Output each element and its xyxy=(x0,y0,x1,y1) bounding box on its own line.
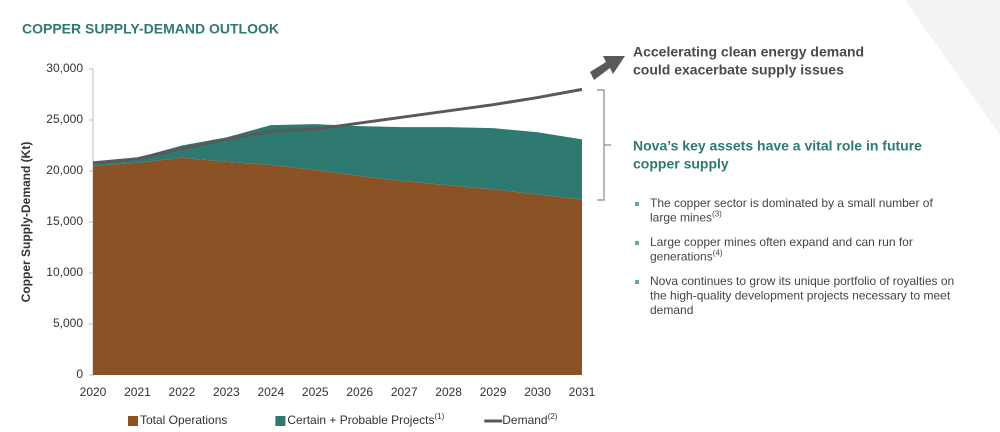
y-tick-label: 20,000 xyxy=(46,163,83,177)
bullet-line: Nova continues to grow its unique portfo… xyxy=(650,274,954,288)
legend-label: Demand(2) xyxy=(502,412,557,427)
bullet-text: demand xyxy=(650,303,693,317)
legend-swatch xyxy=(128,416,138,426)
bullet-line: demand xyxy=(650,303,693,317)
legend-swatch xyxy=(275,416,286,426)
x-tick-label: 2026 xyxy=(346,385,373,399)
area xyxy=(93,157,582,375)
legend-name: Total Operations xyxy=(140,413,227,427)
legend-name: Certain + Probable Projects xyxy=(287,413,434,427)
x-tick-label: 2028 xyxy=(435,385,462,399)
bullet-note: (3) xyxy=(712,210,722,219)
demand-annotation: Accelerating clean energy demand xyxy=(633,44,864,60)
assets-annotation: Nova’s key assets have a vital role in f… xyxy=(633,138,922,154)
y-tick-label: 10,000 xyxy=(46,265,83,279)
bullet-line: Large copper mines often expand and can … xyxy=(650,235,913,249)
legend-label: Certain + Probable Projects(1) xyxy=(287,412,444,427)
x-tick-label: 2020 xyxy=(80,385,107,399)
bullet-marker xyxy=(635,280,639,284)
bullet-text: Large copper mines often expand and can … xyxy=(650,235,913,249)
bullet-line: the high-quality development projects ne… xyxy=(650,289,951,303)
y-tick-label: 15,000 xyxy=(46,214,83,228)
y-axis-label: Copper Supply-Demand (Kt) xyxy=(19,142,33,303)
x-tick-label: 2021 xyxy=(124,385,151,399)
x-tick-label: 2025 xyxy=(302,385,329,399)
bullet-line: large mines xyxy=(650,211,712,225)
bullet-line: The copper sector is dominated by a smal… xyxy=(650,196,933,210)
x-tick-label: 2023 xyxy=(213,385,240,399)
y-tick-label: 0 xyxy=(76,367,83,381)
bullet-text: Nova continues to grow its unique portfo… xyxy=(650,274,954,288)
bullet-text: the high-quality development projects ne… xyxy=(650,289,951,303)
y-tick-label: 25,000 xyxy=(46,112,83,126)
legend-label: Total Operations xyxy=(140,413,227,427)
arrow xyxy=(590,56,625,80)
x-tick-label: 2031 xyxy=(569,385,596,399)
x-tick-label: 2030 xyxy=(524,385,551,399)
legend-note: (2) xyxy=(548,412,558,421)
line xyxy=(92,87,583,165)
bracket xyxy=(597,89,611,201)
bullet-text: The copper sector is dominated by a smal… xyxy=(650,196,933,210)
legend-note: (1) xyxy=(434,412,444,421)
x-tick-label: 2022 xyxy=(169,385,196,399)
bullet-marker xyxy=(635,241,639,245)
bullet-marker xyxy=(635,202,639,206)
bullet-text: large mines(3) xyxy=(650,210,722,225)
x-tick-label: 2029 xyxy=(480,385,507,399)
corner-decoration xyxy=(905,0,1000,135)
demand-annotation: could exacerbate supply issues xyxy=(633,62,844,78)
chart-title: COPPER SUPPLY-DEMAND OUTLOOK xyxy=(22,21,279,37)
y-tick-label: 5,000 xyxy=(53,316,83,330)
bullet-line: generations xyxy=(650,250,713,264)
x-tick-label: 2024 xyxy=(257,385,284,399)
bullet-note: (4) xyxy=(713,249,723,258)
y-tick-label: 30,000 xyxy=(46,61,83,75)
legend-name: Demand xyxy=(502,413,547,427)
x-tick-label: 2027 xyxy=(391,385,418,399)
assets-annotation: copper supply xyxy=(633,156,729,172)
bullet-text: generations(4) xyxy=(650,249,723,264)
